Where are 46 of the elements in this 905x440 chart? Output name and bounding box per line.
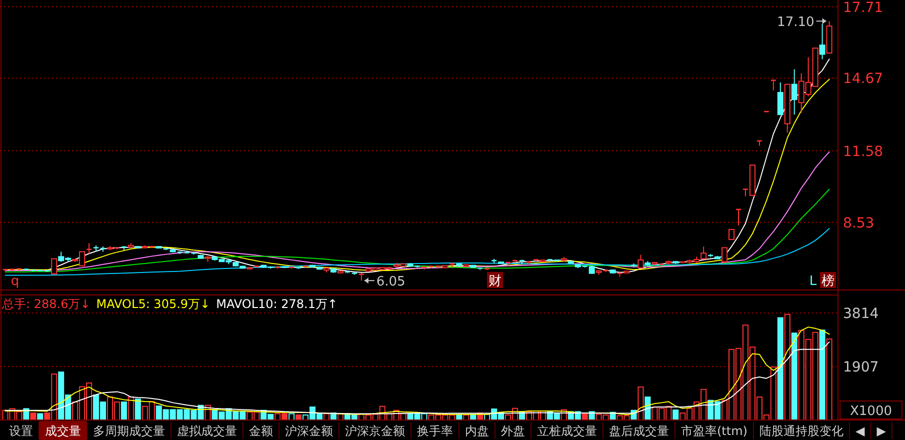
- annotation: 总手: 288.6万↓: [1, 297, 90, 311]
- y-tick-label: 8.53: [843, 215, 874, 232]
- annotation: 17.10: [777, 15, 814, 30]
- text: 金额: [249, 424, 273, 438]
- text: 多周期成交量: [93, 424, 165, 438]
- annotation: q: [10, 274, 20, 289]
- text: 沪深金额: [285, 424, 333, 438]
- bar: [819, 330, 826, 420]
- annotation: MAVOL10: 278.1万↑: [216, 297, 338, 311]
- annotation: MAVOL5: 305.9万↓: [96, 297, 210, 311]
- text: 外盘: [501, 424, 525, 438]
- bar: [672, 410, 679, 420]
- bar: [37, 413, 44, 420]
- text: 虚拟成交量: [177, 424, 237, 438]
- text: 沪深京金额: [345, 424, 405, 438]
- y-axis-title: X1000: [850, 404, 892, 419]
- bar: [288, 413, 295, 420]
- y-tick-label: 14.67: [843, 71, 884, 88]
- bar: [134, 398, 141, 420]
- y-tick-label: 1907: [843, 359, 879, 376]
- text: ▶: [876, 424, 887, 438]
- text: 盘后成交量: [609, 424, 669, 438]
- line-series: [4, 341, 830, 414]
- line-series: [4, 326, 830, 416]
- annotation: 财: [488, 274, 502, 289]
- bar: [638, 386, 644, 420]
- annotation: L: [809, 274, 818, 289]
- text: ◀: [855, 424, 866, 438]
- text: 设置: [9, 424, 33, 438]
- bar: [777, 317, 784, 420]
- line-series: [4, 228, 830, 276]
- text: 换手率: [417, 424, 453, 438]
- annotation: 6.05: [376, 274, 406, 290]
- text: 内盘: [465, 424, 489, 438]
- y-tick-label: 11.58: [843, 144, 884, 160]
- y-tick-label: 3814: [843, 306, 879, 322]
- bar: [784, 314, 790, 420]
- text: 成交量: [45, 424, 81, 438]
- text: 立桩成交量: [537, 424, 597, 438]
- annotation: 榜: [822, 274, 834, 289]
- text: 陆股通持股变化: [759, 424, 844, 438]
- bar: [120, 402, 127, 420]
- bar: [826, 338, 832, 420]
- y-tick-label: 17.71: [843, 0, 884, 16]
- text: 市盈率(ttm): [681, 424, 748, 438]
- bar: [791, 332, 798, 420]
